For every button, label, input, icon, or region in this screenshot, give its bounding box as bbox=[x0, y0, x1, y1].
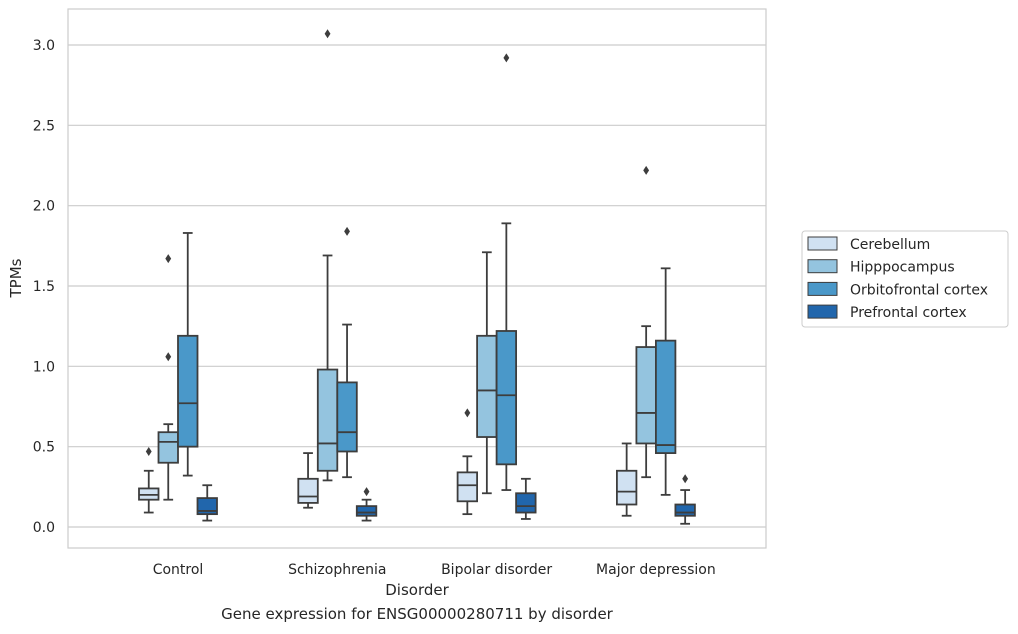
iqr-box bbox=[674, 503, 696, 517]
iqr-box bbox=[177, 334, 199, 448]
outlier-point bbox=[165, 352, 172, 362]
iqr-box bbox=[616, 469, 638, 506]
y-tick-label: 3.0 bbox=[33, 38, 55, 54]
legend-label: Prefrontal cortex bbox=[850, 305, 967, 321]
x-tick-label: Major depression bbox=[596, 562, 716, 578]
y-axis-title: TPMs bbox=[7, 258, 25, 298]
x-tick-labels: Control Schizophrenia Bipolar disorder Majo… bbox=[153, 562, 716, 578]
box-prefrontal-cortex bbox=[515, 477, 537, 520]
y-tick-label: 2.5 bbox=[33, 118, 55, 134]
outlier-point bbox=[344, 226, 350, 236]
box-plot-chart: 0.0 0.5 1.0 1.5 2.0 2.5 3.0 Control Schizophren… bbox=[7, 8, 1009, 599]
box-orbitofrontal-cortex bbox=[336, 226, 358, 479]
y-tick-label: 0.5 bbox=[33, 440, 55, 456]
box-prefrontal-cortex bbox=[196, 484, 218, 522]
iqr-box bbox=[456, 471, 479, 503]
y-tick-label: 1.0 bbox=[33, 359, 55, 375]
box-hipppocampus bbox=[476, 251, 498, 495]
plot-frame bbox=[67, 8, 767, 549]
iqr-box bbox=[495, 330, 518, 466]
outlier-point bbox=[165, 254, 172, 264]
box-cerebellum bbox=[138, 446, 160, 514]
iqr-box bbox=[336, 381, 358, 453]
outlier-point bbox=[363, 487, 370, 497]
box-orbitofrontal-cortex bbox=[495, 53, 518, 491]
y-tick-label: 2.0 bbox=[33, 199, 55, 215]
legend-label: Hipppocampus bbox=[850, 260, 955, 276]
outlier-point bbox=[682, 474, 689, 484]
iqr-box bbox=[355, 505, 378, 517]
x-axis-title: Disorder bbox=[385, 581, 449, 599]
box-hipppocampus bbox=[316, 29, 339, 482]
legend-swatch bbox=[807, 281, 838, 296]
iqr-box bbox=[515, 492, 537, 514]
legend-swatch bbox=[807, 236, 838, 251]
iqr-box bbox=[297, 477, 319, 504]
legend-label: Cerebellum bbox=[850, 237, 930, 253]
legend-swatch bbox=[807, 304, 838, 319]
outlier-point bbox=[503, 53, 510, 63]
box-groups bbox=[138, 29, 696, 525]
box-cerebellum bbox=[616, 442, 638, 517]
box-prefrontal-cortex bbox=[355, 487, 378, 522]
figure-caption: Gene expression for ENSG00000280711 by d… bbox=[221, 605, 613, 623]
x-tick-label: Control bbox=[153, 562, 204, 578]
y-tick-label: 1.5 bbox=[33, 279, 55, 295]
outlier-point bbox=[643, 165, 650, 175]
box-orbitofrontal-cortex bbox=[655, 267, 677, 496]
box-hipppocampus bbox=[635, 165, 657, 479]
legend: Cerebellum Hipppocampus Orbitofrontal cort… bbox=[801, 230, 1009, 328]
box-hipppocampus bbox=[157, 254, 179, 501]
iqr-box bbox=[476, 334, 498, 438]
y-tick-label: 0.0 bbox=[33, 520, 55, 536]
iqr-box bbox=[157, 431, 179, 464]
box-cerebellum bbox=[456, 408, 479, 516]
iqr-box bbox=[316, 368, 339, 472]
legend-swatch bbox=[807, 259, 838, 274]
legend-label: Orbitofrontal cortex bbox=[850, 282, 988, 298]
box-orbitofrontal-cortex bbox=[177, 232, 199, 477]
outlier-point bbox=[145, 446, 152, 456]
outlier-point bbox=[464, 408, 471, 418]
y-tick-labels: 0.0 0.5 1.0 1.5 2.0 2.5 3.0 bbox=[33, 38, 55, 536]
iqr-box bbox=[655, 339, 677, 454]
box-prefrontal-cortex bbox=[674, 474, 696, 525]
x-tick-label: Bipolar disorder bbox=[441, 562, 552, 578]
legend-frame bbox=[801, 230, 1009, 328]
x-tick-label: Schizophrenia bbox=[288, 562, 386, 578]
box-cerebellum bbox=[297, 452, 319, 509]
outlier-point bbox=[324, 29, 331, 39]
iqr-box bbox=[635, 346, 657, 445]
